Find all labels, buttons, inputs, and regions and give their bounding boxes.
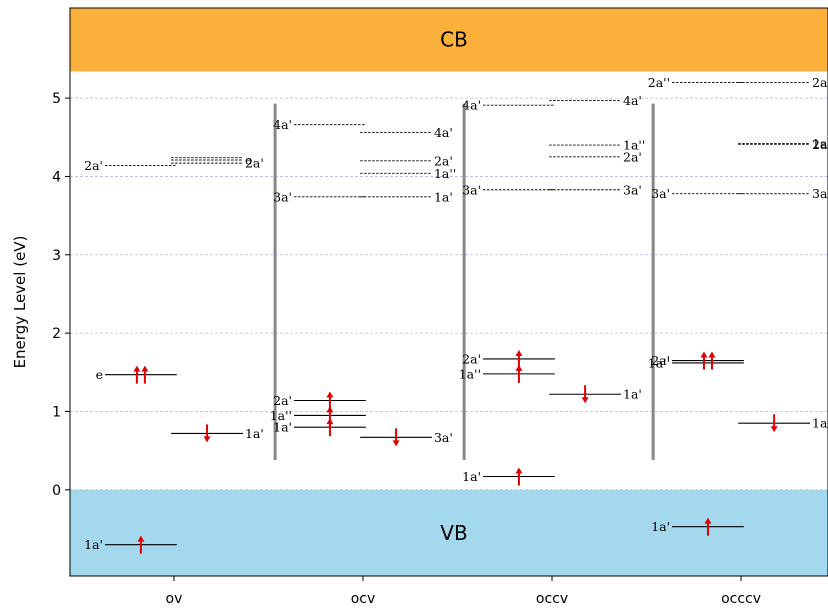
- level-label: 1a'': [648, 355, 670, 370]
- spin-down-arrow: [581, 385, 589, 404]
- level-label: 2a'': [648, 75, 670, 90]
- arrow-head: [704, 517, 712, 524]
- x-tick-label: occcv: [721, 591, 761, 607]
- arrow-head: [141, 365, 149, 372]
- level-label: e: [245, 152, 252, 167]
- level-label: 3a': [623, 182, 642, 197]
- band-label-cb: CB: [440, 28, 468, 52]
- y-tick-label: 3: [52, 248, 61, 264]
- level-label: 1a': [651, 519, 670, 534]
- level-label: 3a': [273, 189, 292, 204]
- level-label: 1a'': [812, 136, 828, 151]
- level-label: 4a': [462, 98, 481, 113]
- level-label: 1a': [623, 387, 642, 402]
- level-label: 1a'': [434, 166, 456, 181]
- y-tick-label: 4: [52, 169, 61, 185]
- level-label: 2a'': [812, 75, 828, 90]
- band-cb: [70, 8, 828, 72]
- band-label-vb: VB: [440, 521, 467, 545]
- level-label: 1a': [84, 537, 103, 552]
- spin-up-arrow: [133, 365, 141, 384]
- arrow-head: [137, 535, 145, 542]
- level-label: 2a': [84, 158, 103, 173]
- spin-up-arrow: [326, 418, 334, 437]
- level-label: e: [96, 367, 103, 382]
- arrow-head: [515, 349, 523, 356]
- spin-up-arrow: [704, 517, 712, 536]
- level-label: 1a'': [459, 366, 481, 381]
- spin-down-arrow: [770, 414, 778, 433]
- level-label: 3a': [434, 430, 453, 445]
- arrow-head: [770, 426, 778, 433]
- level-label: 1a': [812, 416, 828, 431]
- spin-up-arrow: [141, 365, 149, 384]
- level-layer: [104, 81, 811, 546]
- arrow-head: [326, 391, 334, 398]
- arrow-head: [515, 467, 523, 474]
- arrow-head: [515, 364, 523, 371]
- spin-up-arrow: [700, 351, 708, 370]
- level-label: 4a': [623, 93, 642, 108]
- arrow-head: [203, 436, 211, 443]
- level-label: 1a': [273, 420, 292, 435]
- spin-up-arrow: [708, 351, 716, 370]
- spin-up-arrow: [515, 467, 523, 486]
- arrow-layer: [133, 349, 778, 554]
- spin-down-arrow: [392, 428, 400, 447]
- bands-layer: [70, 8, 828, 576]
- arrow-head: [708, 351, 716, 358]
- level-label: 4a': [273, 117, 292, 132]
- plot-frame: [69, 7, 828, 577]
- level-label: 3a': [812, 186, 828, 201]
- level-label: 1a'': [623, 138, 645, 153]
- level-label: 1a'': [270, 408, 292, 423]
- spin-up-arrow: [515, 364, 523, 383]
- level-label: 2a': [812, 137, 828, 152]
- level-label: 1a': [245, 426, 264, 441]
- level-label: 2a': [623, 149, 642, 164]
- label-layer: CBVBe1a'2a'1a'e2a'2a'1a''1a'4a'3a'3a'4a'…: [84, 28, 828, 552]
- spin-up-arrow: [137, 535, 145, 554]
- level-label: 2a': [434, 153, 453, 168]
- y-tick-label: 1: [52, 404, 61, 420]
- level-label: 2a': [245, 156, 264, 171]
- level-label: 4a': [434, 125, 453, 140]
- x-tick-label: ov: [166, 591, 183, 607]
- axis-layer: 0 1 2 3 4 5 ov ocv occv occcv: [52, 91, 761, 607]
- x-tick-label: ocv: [351, 591, 376, 607]
- y-tick-label: 0: [52, 483, 61, 499]
- level-label: 2a': [462, 351, 481, 366]
- arrow-head: [326, 418, 334, 425]
- grid-layer: [70, 97, 828, 491]
- y-tick-label: 5: [52, 91, 61, 107]
- level-label: 1a': [434, 189, 453, 204]
- arrow-head: [326, 406, 334, 413]
- level-label: 2a': [273, 393, 292, 408]
- x-tick-label: occv: [536, 591, 568, 607]
- band-vb: [70, 489, 828, 576]
- level-label: 3a': [651, 186, 670, 201]
- arrow-head: [700, 351, 708, 358]
- arrow-head: [392, 440, 400, 447]
- spin-down-arrow: [203, 424, 211, 443]
- level-label: 3a': [462, 182, 481, 197]
- y-tick-label: 2: [52, 326, 61, 342]
- divider-layer: [273, 103, 655, 461]
- level-label: 2a': [651, 353, 670, 368]
- y-axis-label: Energy Level (eV): [11, 236, 29, 369]
- arrow-head: [581, 397, 589, 404]
- arrow-head: [133, 365, 141, 372]
- level-label: 1a': [462, 469, 481, 484]
